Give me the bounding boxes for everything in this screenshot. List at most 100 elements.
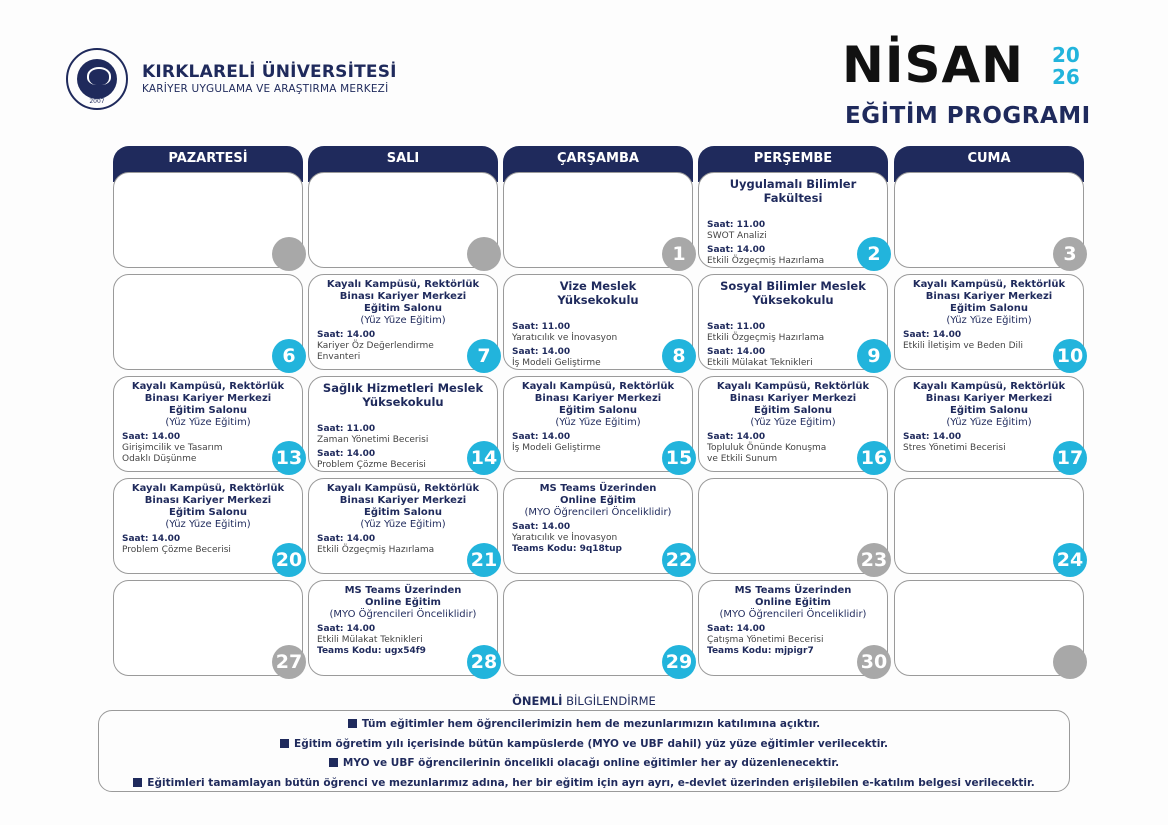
empty-cell: 24 bbox=[894, 478, 1087, 577]
info-line: MYO ve UBF öğrencilerinin öncelikli olac… bbox=[99, 754, 1069, 774]
session: Saat: 14.00 İş Modeli Geliştirme bbox=[512, 347, 684, 369]
session: Saat: 14.00 Girişimcilik ve Tasarım Odakl… bbox=[122, 432, 294, 465]
day-number: 14 bbox=[467, 441, 501, 475]
session-time: Saat: 14.00 bbox=[317, 449, 376, 459]
session-topic: SWOT Analizi bbox=[707, 231, 767, 241]
event-cell: Kayalı Kampüsü, Rektörlük Binası Kariyer… bbox=[894, 274, 1087, 373]
event-cell: Sağlık Hizmetleri Meslek Yüksekokulu Saat… bbox=[308, 376, 501, 475]
event-location: MS Teams Üzerinden Online Eğitim bbox=[734, 585, 852, 608]
day-number: 23 bbox=[857, 543, 891, 577]
session: Saat: 14.00 Yaratıcılık ve İnovasyon bbox=[512, 522, 684, 544]
session-time: Saat: 14.00 bbox=[903, 432, 962, 442]
session-time: Saat: 14.00 bbox=[512, 347, 571, 357]
day-number: 9 bbox=[857, 339, 891, 373]
day-number: 28 bbox=[467, 645, 501, 679]
event-location: Kayalı Kampüsü, Rektörlük Binası Kariyer… bbox=[521, 381, 675, 416]
session: Saat: 14.00 İş Modeli Geliştirme bbox=[512, 432, 684, 454]
session-topic: Yaratıcılık ve İnovasyon bbox=[512, 533, 618, 543]
info-box: Tüm eğitimler hem öğrencilerimizin hem d… bbox=[98, 710, 1070, 792]
session-topic: Problem Çözme Becerisi bbox=[317, 460, 426, 470]
event-mode: (Yüz Yüze Eğitim) bbox=[946, 417, 1032, 428]
event-cell: Sosyal Bilimler Meslek Yüksekokulu Saat: … bbox=[698, 274, 891, 373]
bullet-square-icon bbox=[347, 719, 357, 728]
day-number: 20 bbox=[272, 543, 306, 577]
bullet-square-icon bbox=[280, 738, 290, 748]
info-text: Tüm eğitimler hem öğrencilerimizin hem d… bbox=[361, 718, 821, 730]
session-time: Saat: 14.00 bbox=[707, 245, 766, 255]
day-number: 27 bbox=[272, 645, 306, 679]
session-topic: Topluluk Önünde Konuşma ve Etkili Sunum bbox=[707, 443, 827, 464]
day-number: 1 bbox=[662, 237, 696, 271]
day-number bbox=[1053, 645, 1087, 679]
info-title-rest: BİLGİLENDİRME bbox=[566, 694, 656, 708]
session: Saat: 14.00 Stres Yönetimi Becerisi bbox=[903, 432, 1075, 454]
session-topic: Etkili Özgeçmiş Hazırlama bbox=[317, 545, 435, 555]
day-number: 30 bbox=[857, 645, 891, 679]
event-location: Sosyal Bilimler Meslek Yüksekokulu bbox=[720, 279, 866, 307]
empty-cell: 6 bbox=[113, 274, 306, 373]
session: Saat: 14.00 Etkili Özgeçmiş Hazırlama bbox=[707, 245, 879, 267]
session-topic: İş Modeli Geliştirme bbox=[512, 443, 601, 453]
empty-cell: 3 bbox=[894, 172, 1087, 271]
day-number: 16 bbox=[857, 441, 891, 475]
session-topic: Etkili İletişim ve Beden Dili bbox=[903, 341, 1024, 351]
day-number: 3 bbox=[1053, 237, 1087, 271]
info-text: Eğitimleri tamamlayan bütün öğrenci ve m… bbox=[147, 776, 1035, 789]
event-mode: (Yüz Yüze Eğitim) bbox=[360, 519, 446, 530]
event-mode: (Yüz Yüze Eğitim) bbox=[165, 417, 251, 428]
session-topic: Çatışma Yönetimi Becerisi bbox=[707, 635, 824, 645]
event-cell: Kayalı Kampüsü, Rektörlük Binası Kariyer… bbox=[113, 478, 306, 577]
teams-code: Teams Kodu: mjpigr7 bbox=[707, 646, 814, 656]
event-mode: (Yüz Yüze Eğitim) bbox=[750, 417, 836, 428]
empty-cell bbox=[308, 172, 501, 271]
event-mode: (Yüz Yüze Eğitim) bbox=[165, 519, 251, 530]
session-topic: Yaratıcılık ve İnovasyon bbox=[512, 333, 618, 343]
session-time: Saat: 11.00 bbox=[512, 322, 571, 332]
session-topic: Etkili Mülakat Teknikleri bbox=[707, 358, 813, 368]
event-location: Kayalı Kampüsü, Rektörlük Binası Kariyer… bbox=[716, 381, 870, 416]
event-cell: MS Teams Üzerinden Online Eğitim (MYO Öğr… bbox=[503, 478, 696, 577]
session-topic: Etkili Özgeçmiş Hazırlama bbox=[707, 256, 825, 266]
year: 20 26 bbox=[1052, 44, 1092, 88]
session-time: Saat: 11.00 bbox=[707, 322, 766, 332]
logo-year: 2007 bbox=[89, 98, 105, 105]
event-location: MS Teams Üzerinden Online Eğitim bbox=[539, 483, 657, 506]
day-number: 21 bbox=[467, 543, 501, 577]
event-location: Uygulamalı Bilimler Fakültesi bbox=[729, 177, 857, 205]
event-mode: (Yüz Yüze Eğitim) bbox=[360, 315, 446, 326]
session-topic: Etkili Özgeçmiş Hazırlama bbox=[707, 333, 825, 343]
teams-code: Teams Kodu: ugx54f9 bbox=[317, 646, 426, 656]
session-topic: Girişimcilik ve Tasarım Odaklı Düşünme bbox=[122, 443, 223, 464]
session-topic: Kariyer Öz Değerlendirme Envanteri bbox=[317, 341, 434, 362]
session: Saat: 11.00 Zaman Yönetimi Becerisi bbox=[317, 424, 489, 446]
session: Saat: 11.00 Yaratıcılık ve İnovasyon bbox=[512, 322, 684, 344]
session: Saat: 14.00 Problem Çözme Becerisi bbox=[122, 534, 294, 556]
day-number: 13 bbox=[272, 441, 306, 475]
session: Saat: 11.00 SWOT Analizi bbox=[707, 220, 879, 242]
event-cell: Kayalı Kampüsü, Rektörlük Binası Kariyer… bbox=[308, 274, 501, 373]
session-time: Saat: 14.00 bbox=[512, 432, 571, 442]
session-topic: İş Modeli Geliştirme bbox=[512, 358, 601, 368]
event-cell: Kayalı Kampüsü, Rektörlük Binası Kariyer… bbox=[894, 376, 1087, 475]
program-title: EĞİTİM PROGRAMI bbox=[845, 103, 1091, 129]
session-time: Saat: 11.00 bbox=[707, 220, 766, 230]
empty-cell: 23 bbox=[698, 478, 891, 577]
event-location: MS Teams Üzerinden Online Eğitim bbox=[344, 585, 462, 608]
bullet-square-icon bbox=[328, 758, 338, 767]
session-time: Saat: 14.00 bbox=[512, 522, 571, 532]
day-number: 10 bbox=[1053, 339, 1087, 373]
event-cell: Kayalı Kampüsü, Rektörlük Binası Kariyer… bbox=[308, 478, 501, 577]
empty-cell: 27 bbox=[113, 580, 306, 679]
event-mode: (MYO Öğrencileri Önceliklidir) bbox=[719, 609, 867, 620]
event-mode: (Yüz Yüze Eğitim) bbox=[555, 417, 641, 428]
day-number bbox=[272, 237, 306, 271]
event-location: Sağlık Hizmetleri Meslek Yüksekokulu bbox=[322, 381, 484, 409]
empty-cell: 29 bbox=[503, 580, 696, 679]
info-title-bold: ÖNEMLİ bbox=[512, 694, 563, 708]
event-cell: Kayalı Kampüsü, Rektörlük Binası Kariyer… bbox=[698, 376, 891, 475]
info-line: Tüm eğitimler hem öğrencilerimizin hem d… bbox=[99, 715, 1069, 735]
session-topic: Etkili Mülakat Teknikleri bbox=[317, 635, 423, 645]
year-bottom: 26 bbox=[1052, 65, 1080, 89]
session-time: Saat: 11.00 bbox=[317, 424, 376, 434]
teams-code: Teams Kodu: 9q18tup bbox=[512, 544, 622, 554]
